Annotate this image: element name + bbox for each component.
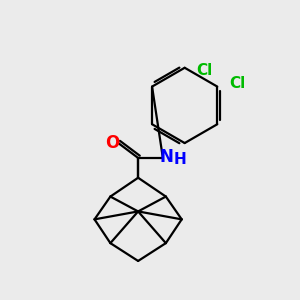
Text: N: N — [160, 148, 174, 166]
Text: Cl: Cl — [196, 63, 213, 78]
Text: Cl: Cl — [229, 76, 245, 91]
Text: H: H — [173, 152, 186, 167]
Text: O: O — [105, 134, 119, 152]
